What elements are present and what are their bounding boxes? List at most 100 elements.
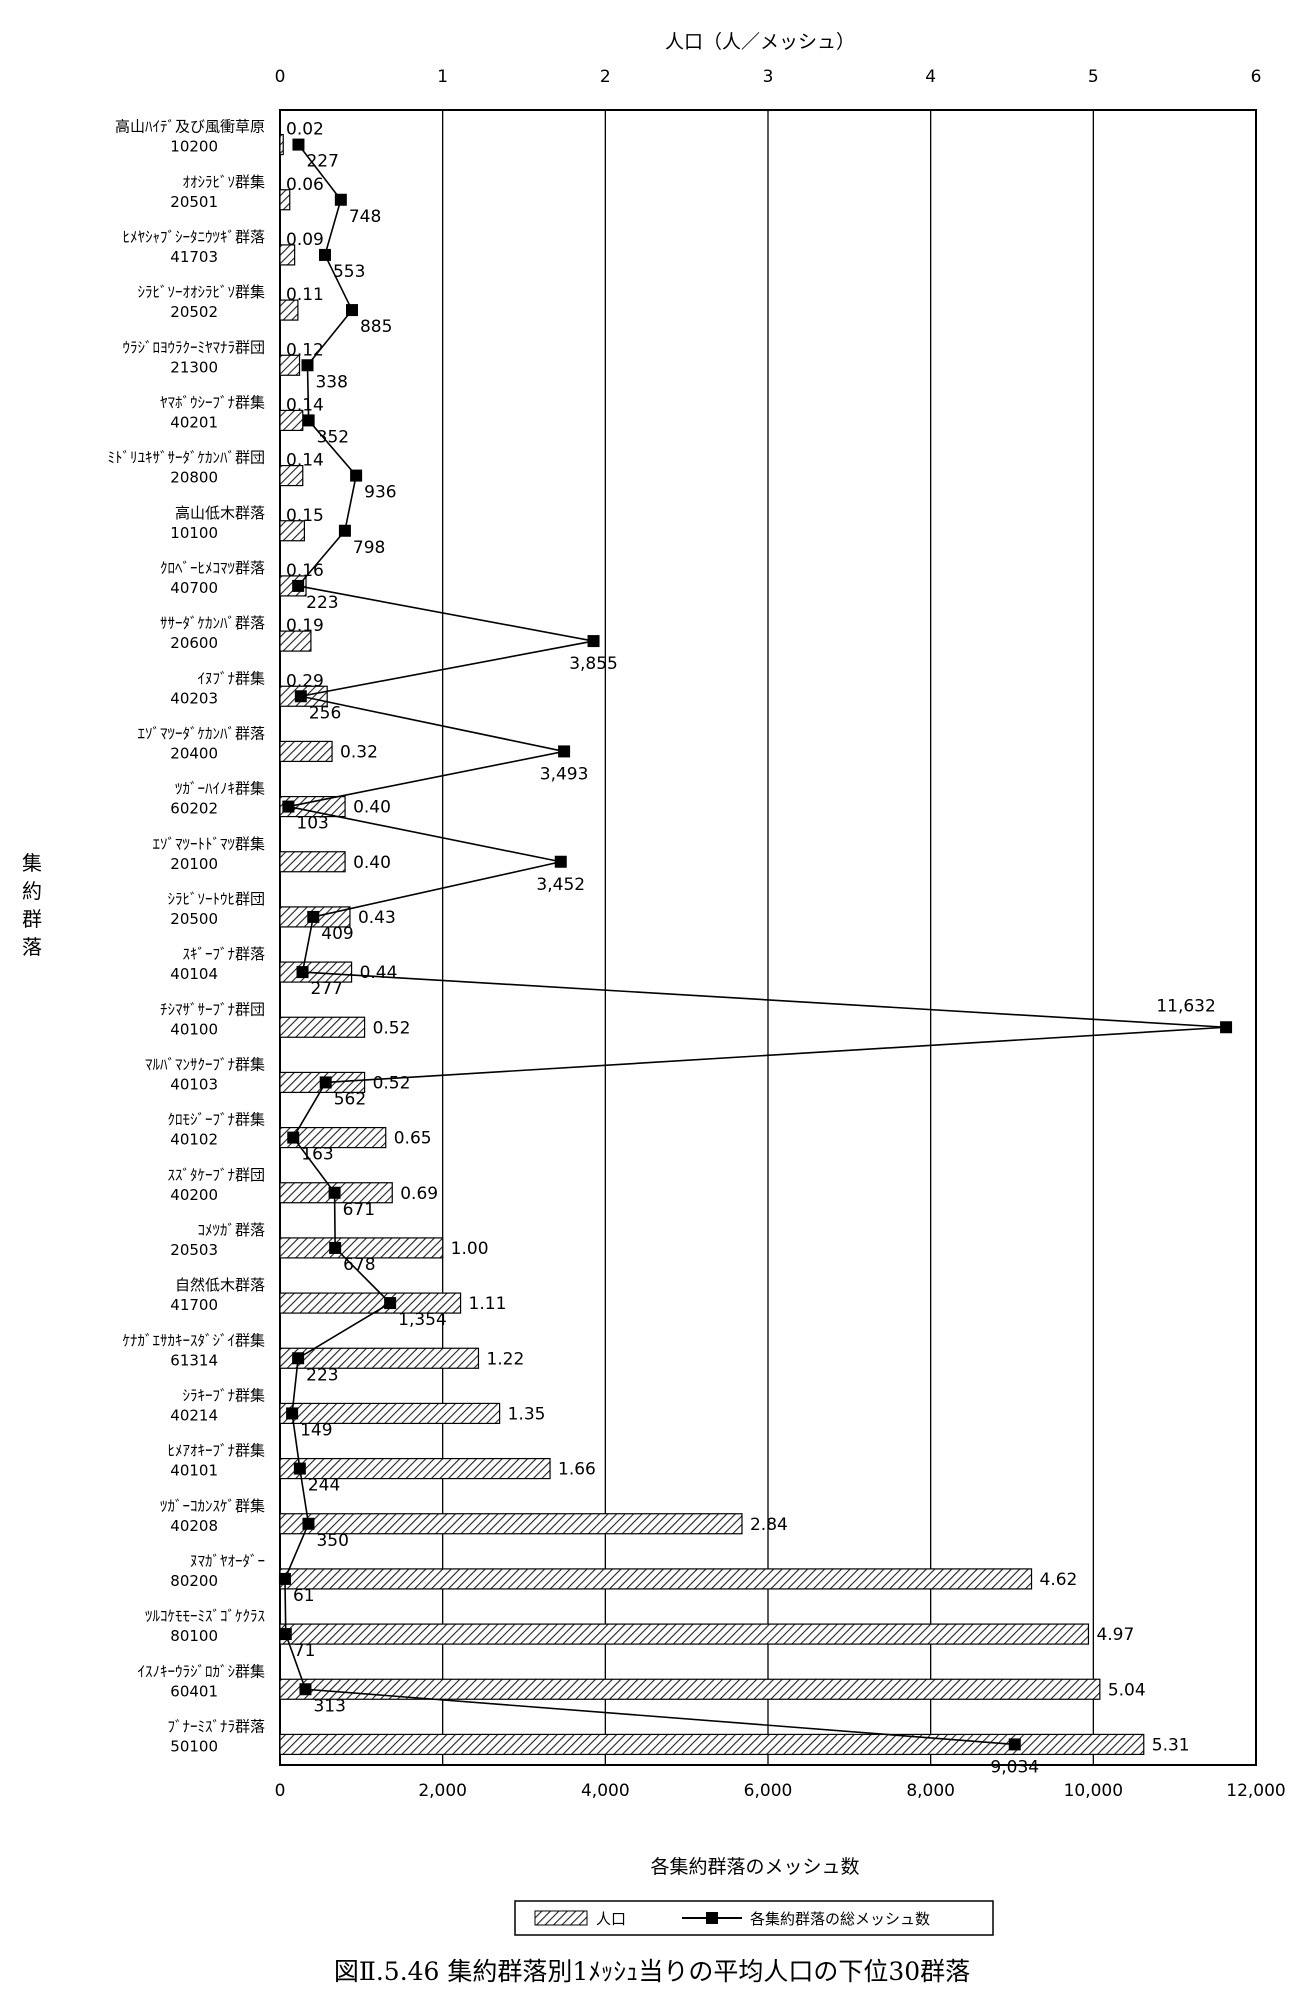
bottom-tick-label: 4,000 bbox=[581, 1781, 630, 1801]
category-name: ｼﾗﾋﾞｿｰｵｵｼﾗﾋﾞｿ群集 bbox=[137, 283, 265, 301]
population-bar bbox=[279, 133, 284, 156]
mesh-count-value-label: 352 bbox=[317, 427, 349, 447]
category-name: ﾏﾙﾊﾞﾏﾝｻｸｰﾌﾞﾅ群集 bbox=[145, 1055, 265, 1073]
category-code: 20100 bbox=[170, 855, 218, 873]
mesh-count-marker bbox=[554, 855, 567, 868]
population-value-label: 0.15 bbox=[286, 506, 324, 526]
mesh-count-marker bbox=[350, 469, 363, 482]
population-value-label: 0.29 bbox=[286, 671, 324, 691]
plot-frame bbox=[279, 109, 1257, 1766]
population-value-label: 0.12 bbox=[286, 340, 324, 360]
category-code: 61314 bbox=[170, 1351, 218, 1369]
population-value-label: 4.62 bbox=[1040, 1570, 1078, 1590]
category-code: 41700 bbox=[170, 1296, 218, 1314]
top-tick-label: 5 bbox=[1088, 67, 1099, 87]
population-bar bbox=[279, 1402, 501, 1425]
bottom-tick-label: 6,000 bbox=[744, 1781, 793, 1801]
population-bar bbox=[279, 520, 305, 542]
population-bar bbox=[279, 299, 299, 321]
category-name: ｳﾗｼﾞﾛﾖｳﾗｸｰﾐﾔﾏﾅﾗ群団 bbox=[122, 338, 265, 356]
mesh-count-value-label: 227 bbox=[306, 152, 338, 172]
mesh-count-value-label: 244 bbox=[308, 1476, 340, 1496]
category-code: 40103 bbox=[170, 1075, 218, 1093]
population-value-label: 0.14 bbox=[286, 451, 324, 471]
category-name: ｽｷﾞｰﾌﾞﾅ群落 bbox=[182, 945, 265, 963]
population-value-label: 0.40 bbox=[353, 798, 391, 818]
population-bar bbox=[279, 851, 346, 873]
population-value-label: 0.14 bbox=[286, 395, 324, 415]
population-value-label: 0.44 bbox=[360, 963, 398, 983]
category-code: 60202 bbox=[170, 800, 218, 818]
population-bar bbox=[279, 630, 312, 652]
population-value-label: 5.04 bbox=[1108, 1680, 1146, 1700]
category-name: ｸﾛﾓｼﾞｰﾌﾞﾅ群集 bbox=[167, 1111, 265, 1129]
population-bar bbox=[279, 795, 346, 818]
mesh-count-value-label: 277 bbox=[311, 979, 343, 999]
category-name: ｴｿﾞﾏﾂｰﾄﾄﾞﾏﾂ群集 bbox=[152, 835, 265, 853]
population-value-label: 0.32 bbox=[340, 742, 378, 762]
category-name: ｵｵｼﾗﾋﾞｿ群集 bbox=[182, 173, 265, 191]
mesh-count-marker bbox=[318, 248, 331, 261]
population-value-label: 1.00 bbox=[451, 1239, 489, 1259]
population-bar bbox=[279, 1513, 743, 1535]
mesh-count-value-label: 11,632 bbox=[1156, 996, 1215, 1016]
category-name: ﾋﾒﾔｼｬﾌﾞｼｰﾀﾆｳﾂｷﾞ群落 bbox=[122, 228, 265, 246]
category-name: ﾁｼﾏｻﾞｻｰﾌﾞﾅ群団 bbox=[160, 1000, 265, 1018]
mesh-count-marker bbox=[286, 1407, 299, 1420]
population-bar bbox=[279, 244, 296, 266]
population-bar bbox=[279, 354, 301, 376]
mesh-count-value-label: 409 bbox=[321, 924, 353, 944]
mesh-count-line bbox=[278, 138, 1233, 1751]
mesh-count-value-label: 103 bbox=[296, 814, 328, 834]
mesh-count-value-label: 936 bbox=[364, 483, 396, 503]
bottom-tick-label: 10,000 bbox=[1064, 1781, 1123, 1801]
population-value-label: 0.09 bbox=[286, 230, 324, 250]
top-axis-ticks: 0 1 2 3 4 5 6 bbox=[275, 67, 1262, 87]
population-bar bbox=[279, 740, 333, 763]
top-tick-label: 2 bbox=[600, 67, 611, 87]
category-code: 40101 bbox=[170, 1462, 218, 1480]
category-code: 40200 bbox=[170, 1186, 218, 1204]
category-name: ﾂｶﾞｰﾊｲﾉｷ群集 bbox=[175, 780, 265, 798]
category-code: 40700 bbox=[170, 579, 218, 597]
population-value-label: 1.66 bbox=[558, 1460, 596, 1480]
population-value-label: 1.35 bbox=[508, 1404, 546, 1424]
population-value-label: 0.43 bbox=[358, 908, 396, 928]
mesh-count-value-label: 671 bbox=[343, 1200, 375, 1220]
mesh-count-marker bbox=[319, 1076, 332, 1089]
category-name: ﾋﾒｱｵｷｰﾌﾞﾅ群集 bbox=[167, 1442, 265, 1460]
population-value-label: 0.52 bbox=[373, 1018, 411, 1038]
y-axis-title: 集約群落 bbox=[22, 851, 42, 959]
mesh-count-value-label: 553 bbox=[333, 262, 365, 282]
population-value-label: 0.02 bbox=[286, 120, 324, 140]
population-value-label: 5.31 bbox=[1152, 1735, 1190, 1755]
mesh-count-marker bbox=[587, 635, 600, 648]
mesh-count-value-label: 885 bbox=[360, 317, 392, 337]
population-value-label: 4.97 bbox=[1096, 1625, 1134, 1645]
mesh-count-marker bbox=[293, 1462, 306, 1475]
mesh-count-marker bbox=[287, 1131, 300, 1144]
mesh-count-value-label: 1,354 bbox=[398, 1310, 447, 1330]
mesh-count-marker bbox=[345, 304, 358, 317]
category-labels: 高山ﾊｲﾃﾞ及び風衝草原 10200 ｵｵｼﾗﾋﾞｿ群集 20501 ﾋﾒﾔｼｬﾌﾞｼｰ… bbox=[107, 118, 265, 1756]
population-value-label: 0.69 bbox=[400, 1184, 438, 1204]
bottom-tick-label: 12,000 bbox=[1226, 1781, 1285, 1801]
population-bars bbox=[279, 133, 1145, 1756]
category-code: 20600 bbox=[170, 634, 218, 652]
mesh-count-marker bbox=[338, 524, 351, 537]
mesh-count-marker bbox=[294, 690, 307, 703]
population-bar bbox=[279, 464, 304, 487]
top-tick-label: 6 bbox=[1251, 67, 1262, 87]
mesh-count-value-label: 61 bbox=[293, 1586, 315, 1606]
mesh-count-marker bbox=[307, 910, 320, 923]
population-bar bbox=[279, 1347, 480, 1369]
population-value-label: 0.11 bbox=[286, 285, 324, 305]
population-bar bbox=[279, 1126, 387, 1149]
category-code: 60401 bbox=[170, 1682, 218, 1700]
bottom-axis-title: 各集約群落のメッシュ数 bbox=[650, 1856, 859, 1878]
y-axis-title-char: 約 bbox=[22, 879, 42, 903]
category-name: ｽｽﾞﾀｹｰﾌﾞﾅ群団 bbox=[167, 1166, 265, 1184]
category-code: 21300 bbox=[170, 358, 218, 376]
bottom-axis-ticks: 0 2,000 4,000 6,000 8,000 10,000 12,000 bbox=[275, 1781, 1286, 1801]
